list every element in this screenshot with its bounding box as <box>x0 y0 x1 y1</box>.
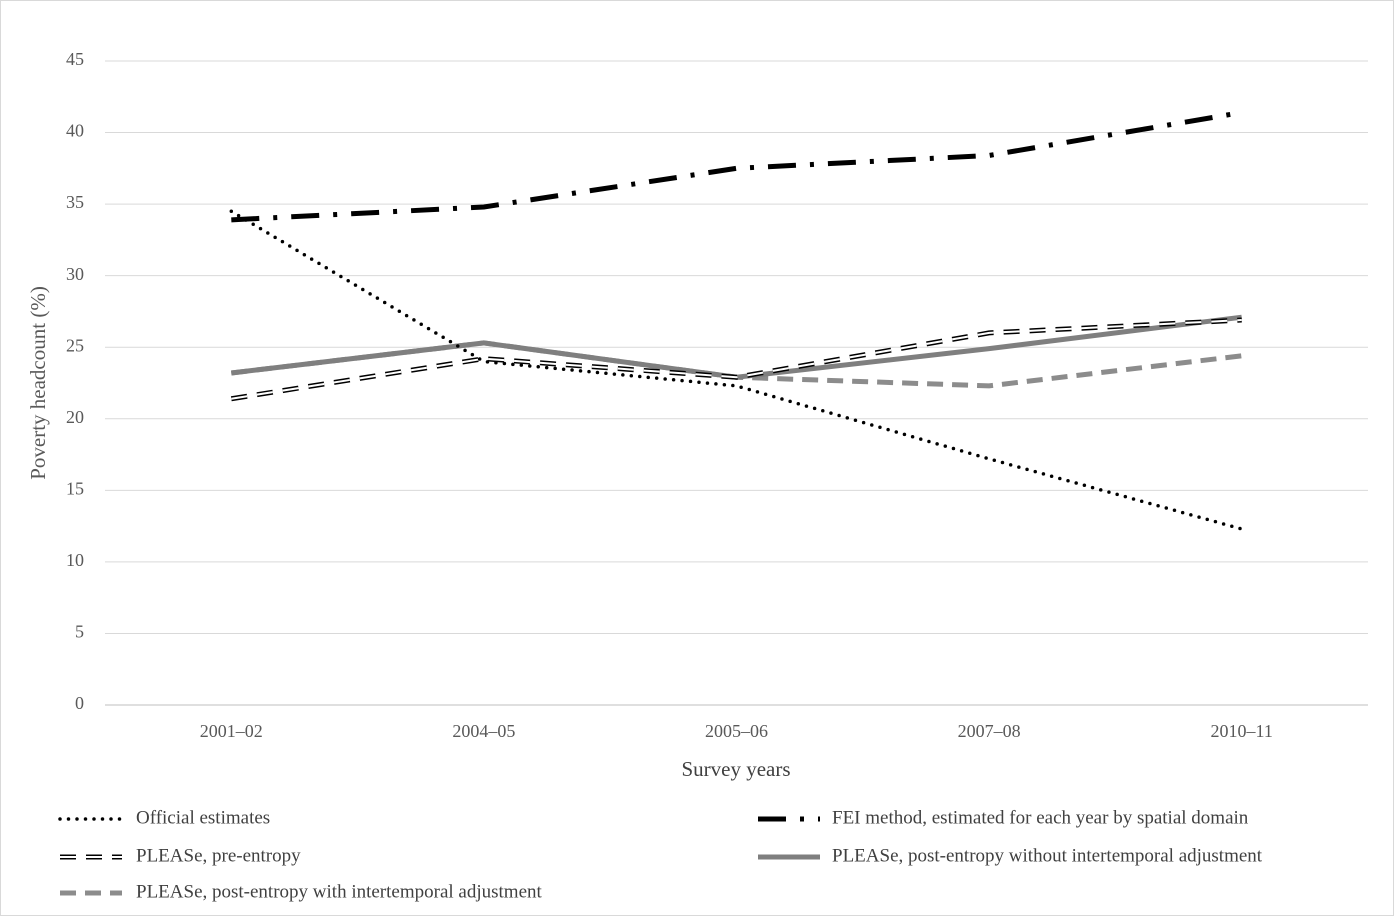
legend-label: PLEASe, post-entropy without intertempor… <box>832 845 1263 866</box>
legend-label: Official estimates <box>136 807 270 828</box>
x-tick-label: 2001–02 <box>200 721 263 741</box>
y-tick-label: 35 <box>66 192 84 212</box>
x-axis-title: Survey years <box>681 757 790 781</box>
y-tick-label: 30 <box>66 264 84 284</box>
y-tick-label: 25 <box>66 335 84 355</box>
x-tick-label: 2007–08 <box>958 721 1021 741</box>
x-tick-label: 2005–06 <box>705 721 768 741</box>
x-tick-label: 2004–05 <box>452 721 515 741</box>
y-tick-label: 20 <box>66 407 84 427</box>
y-tick-label: 45 <box>66 49 84 69</box>
y-tick-label: 0 <box>75 693 84 713</box>
series-line <box>231 110 1243 223</box>
y-tick-label: 5 <box>75 622 84 642</box>
x-tick-label: 2010–11 <box>1211 721 1273 741</box>
y-axis-title: Poverty headcount (%) <box>26 286 50 480</box>
series-line-inner <box>231 319 1242 400</box>
legend-label: PLEASe, pre-entropy <box>136 845 301 866</box>
legend-label: PLEASe, post-entropy with intertemporal … <box>136 881 543 902</box>
series-line <box>229 209 1244 531</box>
y-tick-label: 10 <box>66 550 84 570</box>
y-tick-label: 15 <box>66 478 84 498</box>
y-tick-label: 40 <box>66 121 84 141</box>
legend-label: FEI method, estimated for each year by s… <box>832 807 1249 828</box>
